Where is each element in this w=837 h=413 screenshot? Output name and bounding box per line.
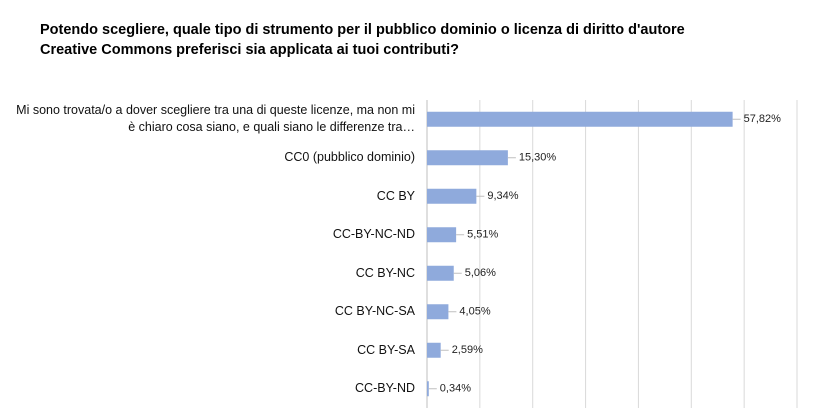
bar <box>427 150 508 166</box>
data-label: 57,82% <box>744 113 782 125</box>
bar <box>427 342 441 358</box>
category-label: CC-BY-ND <box>355 381 415 396</box>
data-label: 4,05% <box>459 306 490 318</box>
category-label: CC BY-NC-SA <box>334 304 415 319</box>
bar <box>427 188 477 204</box>
chart-title: Potendo scegliere, quale tipo di strumen… <box>40 22 685 58</box>
data-label: 2,59% <box>452 344 483 356</box>
category-label: CC0 (pubblico dominio) <box>284 150 415 165</box>
data-label: 0,34% <box>440 383 471 395</box>
bar <box>427 304 449 320</box>
bar <box>427 381 429 397</box>
category-label: CC-BY-NC-ND <box>332 227 415 242</box>
data-label: 5,06% <box>465 267 496 279</box>
category-label: CC BY-NC <box>355 265 415 280</box>
category-label: CC BY-SA <box>357 342 415 357</box>
data-label: 9,34% <box>487 190 518 202</box>
bar <box>427 265 454 281</box>
data-label: 15,30% <box>519 152 557 164</box>
category-label: Mi sono trovata/o a dover scegliere tra … <box>16 103 415 135</box>
category-label: CC BY <box>376 188 415 203</box>
bar <box>427 111 733 127</box>
bar <box>427 227 457 243</box>
data-label: 5,51% <box>467 229 498 241</box>
